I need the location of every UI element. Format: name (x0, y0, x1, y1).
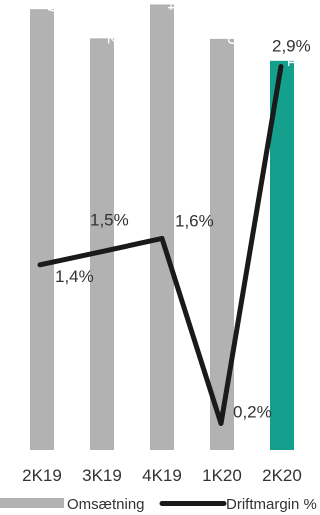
bar-value-label-2k19: 1.587 (44, 0, 63, 15)
bar-series-omsaetning: 1.587 1.482 1.604 1.480 1.401 (30, 0, 303, 451)
line-value-label-3k19: 1,5% (90, 211, 129, 230)
driftmargin-line (37, 63, 284, 427)
bar-value-label-2k20: 1.401 (284, 24, 303, 67)
x-axis-ticks: 2K19 3K19 4K19 1K20 2K20 (22, 466, 302, 485)
x-tick-1k20: 1K20 (202, 466, 242, 485)
legend-swatch-omsaetning (0, 498, 64, 508)
bar-3k19 (90, 38, 114, 450)
legend-label-driftmargin: Driftmargin % (226, 496, 317, 513)
bar-value-label-3k19: 1.482 (104, 2, 123, 45)
x-tick-2k20: 2K20 (262, 466, 302, 485)
line-series-driftmargin: 1,4% 1,5% 1,6% 0,2% 2,9% (37, 36, 311, 427)
bar-2k20 (270, 60, 294, 450)
line-value-label-2k19: 1,4% (55, 267, 94, 286)
bar-value-label-1k20: 1.480 (224, 2, 243, 45)
x-tick-3k19: 3K19 (82, 466, 122, 485)
bar-1k20 (210, 38, 234, 451)
legend-label-omsaetning: Omsætning (67, 496, 145, 513)
bar-4k19 (150, 4, 174, 450)
line-value-label-2k20: 2,9% (272, 36, 311, 55)
bar-value-label-4k19: 1.604 (164, 0, 183, 10)
line-value-label-1k20: 0,2% (233, 403, 272, 422)
x-tick-4k19: 4K19 (142, 466, 182, 485)
legend: Omsætning Driftmargin % (0, 496, 317, 513)
bar-2k19 (30, 9, 54, 451)
line-value-label-4k19: 1,6% (175, 211, 214, 230)
x-tick-2k19: 2K19 (22, 466, 62, 485)
